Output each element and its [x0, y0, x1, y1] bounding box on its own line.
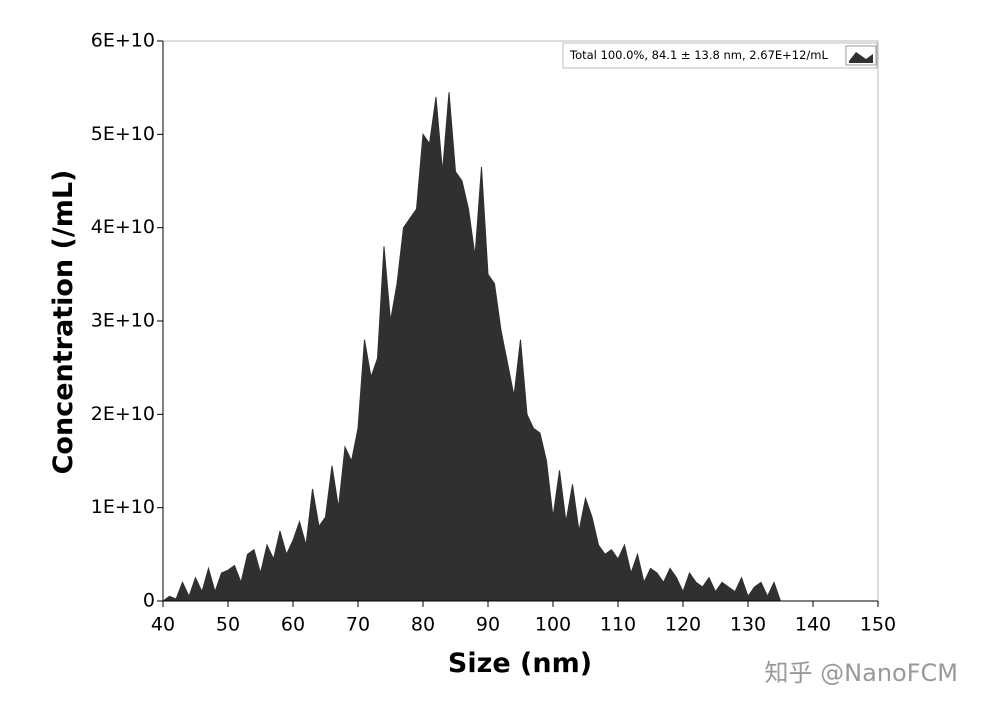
x-tick-label: 150	[860, 614, 896, 636]
watermark: 知乎 @NanoFCM	[765, 659, 958, 687]
x-tick-label: 80	[411, 614, 435, 636]
y-tick-label: 1E+10	[91, 496, 155, 518]
x-axis-label: Size (nm)	[448, 648, 592, 679]
y-axis-label: Concentration (/mL)	[48, 170, 79, 475]
y-tick-label: 2E+10	[91, 403, 155, 425]
legend-label: Total 100.0%, 84.1 ± 13.8 nm, 2.67E+12/m…	[569, 48, 829, 62]
area	[161, 92, 878, 602]
x-tick-label: 50	[216, 614, 240, 636]
x-tick-label: 70	[346, 614, 370, 636]
x-tick-label: 100	[535, 614, 571, 636]
x-tick-label: 60	[281, 614, 305, 636]
y-tick-label: 5E+10	[91, 123, 155, 145]
x-tick-label: 110	[600, 614, 636, 636]
x-tick-label: 40	[151, 614, 175, 636]
x-tick-label: 90	[476, 614, 500, 636]
x-tick-label: 140	[795, 614, 831, 636]
legend-box	[562, 42, 878, 69]
x-tick-label: 120	[665, 614, 701, 636]
x-tick-label: 130	[730, 614, 766, 636]
y-tick-label: 4E+10	[91, 216, 155, 238]
y-tick-label: 0	[143, 590, 155, 612]
y-tick-label: 3E+10	[91, 310, 155, 332]
y-tick-label: 6E+10	[91, 30, 155, 52]
legend-icon	[849, 52, 873, 63]
